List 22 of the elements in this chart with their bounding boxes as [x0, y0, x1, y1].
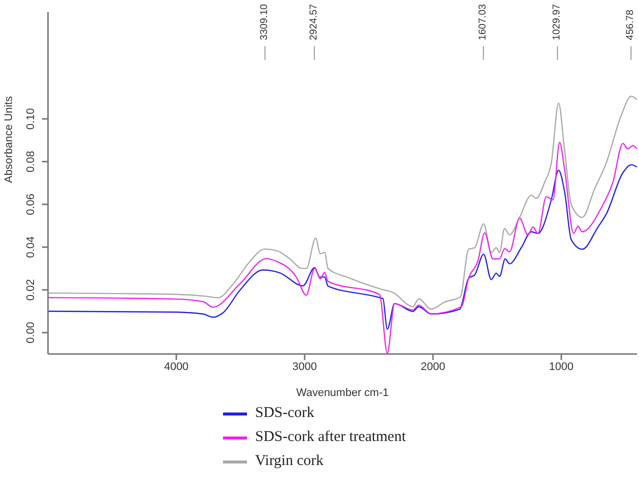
y-tick-label: 0.02	[25, 279, 37, 301]
x-axis-title: Wavenumber cm-1	[296, 387, 389, 399]
legend-label: SDS-cork	[255, 405, 314, 422]
line-series	[48, 164, 637, 330]
y-tick-label: 0.06	[25, 194, 37, 216]
annotation: 1607.03	[477, 4, 488, 40]
line-series	[48, 96, 637, 310]
legend-label: SDS-cork after treatment	[255, 429, 406, 446]
annotation: 2924.57	[308, 4, 320, 40]
y-tick-label: 0.04	[25, 236, 37, 258]
annotation: 456.78	[624, 9, 636, 40]
x-tick-label: 3000	[292, 360, 317, 373]
annotation: 3309.10	[258, 4, 270, 40]
x-tick-label: 1000	[549, 360, 574, 373]
x-tick-label: 4000	[164, 360, 189, 373]
y-axis-title: Absorbance Units	[2, 96, 15, 183]
legend-label: Virgin cork	[255, 453, 324, 470]
y-tick-label: 0.10	[25, 108, 37, 130]
x-tick-label: 2000	[420, 360, 446, 373]
y-tick-label: 0.08	[25, 150, 37, 172]
annotation: 1029.97	[551, 4, 562, 40]
y-tick-label: 0.00	[25, 322, 37, 344]
